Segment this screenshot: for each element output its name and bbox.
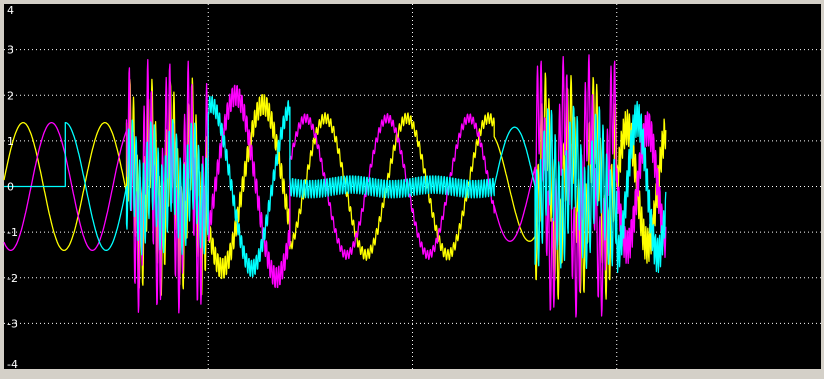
y-tick-label: 0 <box>7 181 14 194</box>
series-layer <box>3 54 667 318</box>
series-line <box>3 54 667 318</box>
tick-layer: -4 -3 -2 -1 0 1 2 3 4 <box>7 4 18 371</box>
series-line <box>3 95 667 278</box>
y-tick-label: 2 <box>7 89 14 102</box>
grid-layer <box>4 4 821 369</box>
y-tick-label: -4 <box>7 358 18 371</box>
y-tick-label: -1 <box>7 226 18 239</box>
y-tick-label: 3 <box>7 44 14 57</box>
y-tick-label: 4 <box>7 4 14 17</box>
y-tick-label: -2 <box>7 272 18 285</box>
y-tick-label: 1 <box>7 135 14 148</box>
y-tick-label: -3 <box>7 317 18 330</box>
